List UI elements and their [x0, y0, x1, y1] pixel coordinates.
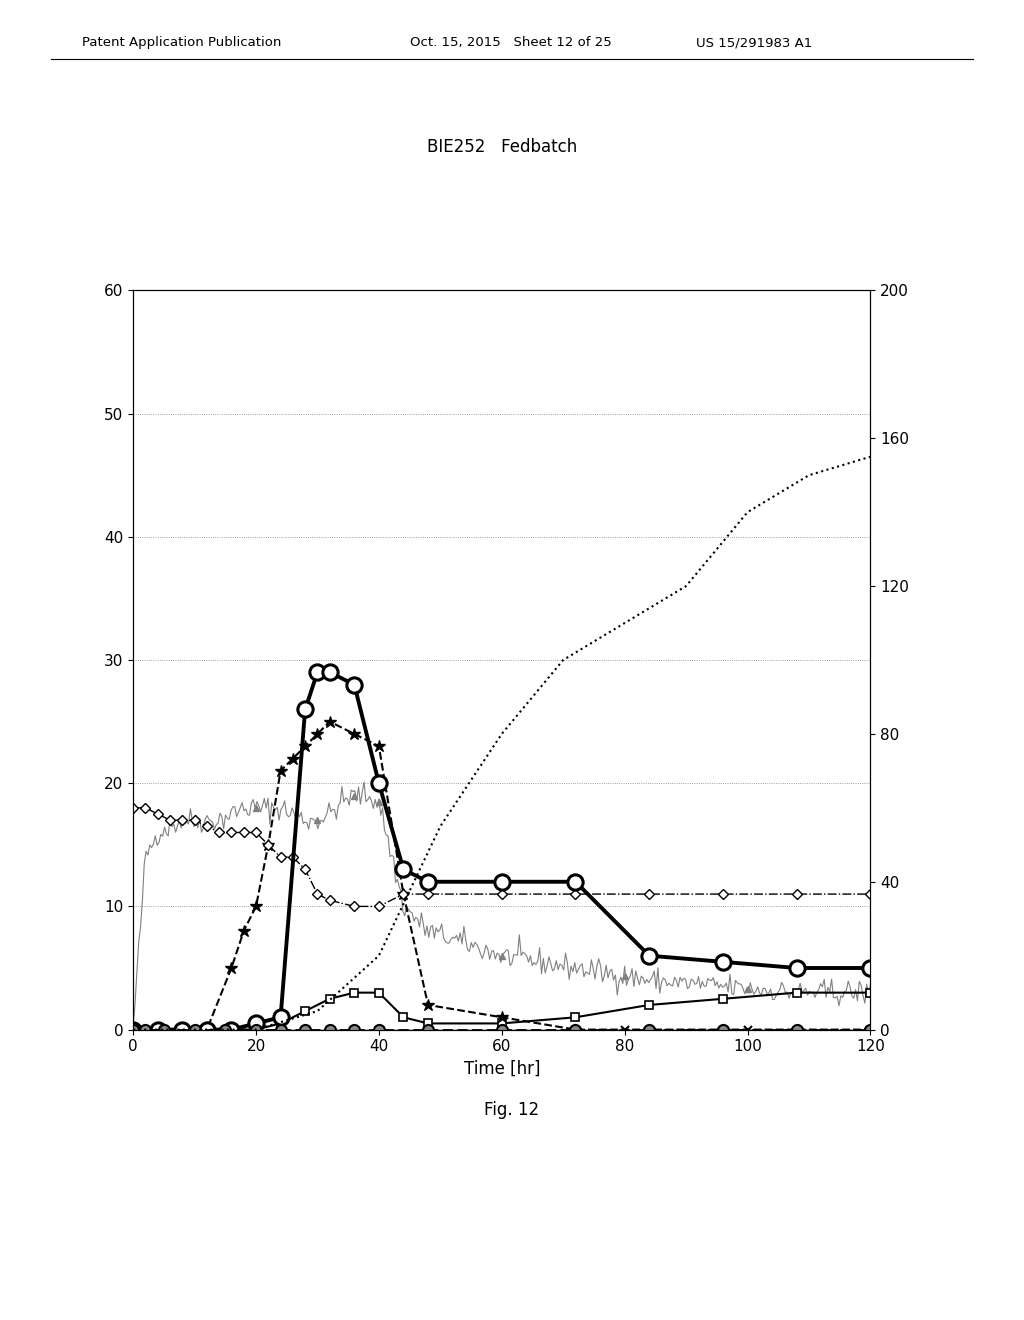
- Text: Fig. 12: Fig. 12: [484, 1101, 540, 1119]
- Title: BIE252   Fedbatch: BIE252 Fedbatch: [427, 137, 577, 156]
- Text: US 15/291983 A1: US 15/291983 A1: [696, 36, 813, 49]
- Text: Oct. 15, 2015   Sheet 12 of 25: Oct. 15, 2015 Sheet 12 of 25: [410, 36, 611, 49]
- Text: Patent Application Publication: Patent Application Publication: [82, 36, 282, 49]
- X-axis label: Time [hr]: Time [hr]: [464, 1060, 540, 1078]
